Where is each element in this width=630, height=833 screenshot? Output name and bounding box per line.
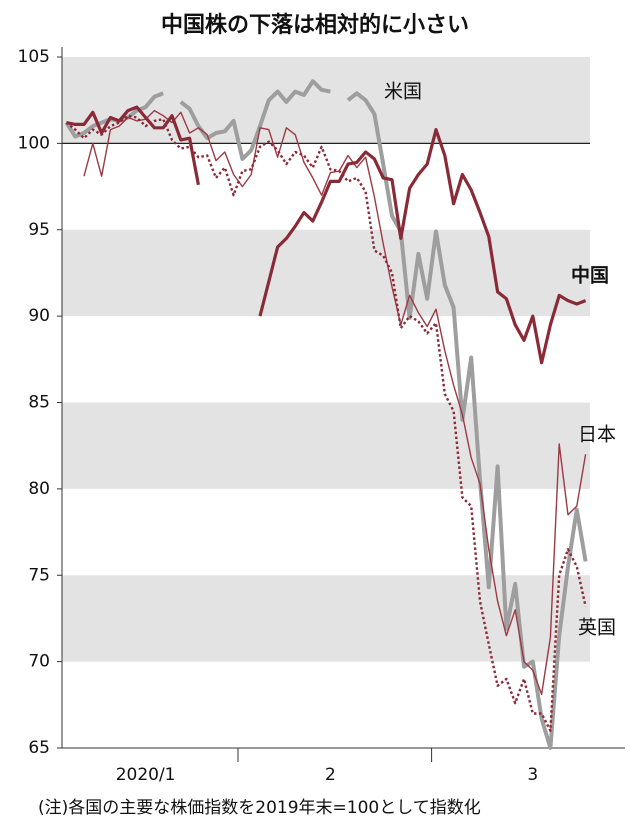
chart-title: 中国株の下落は相対的に小さい (161, 12, 469, 38)
y-tick-label: 90 (28, 306, 50, 326)
y-tick-label: 100 (18, 133, 50, 153)
y-tick-label: 70 (28, 652, 50, 672)
band (62, 575, 590, 662)
note: (注)各国の主要な株価指数を2019年末=100として指数化 (38, 798, 481, 818)
y-tick-label: 80 (28, 479, 50, 499)
y-tick-label: 95 (28, 220, 50, 240)
band (62, 229, 590, 317)
y-tick-label: 75 (28, 565, 50, 585)
series-label: 日本 (578, 424, 616, 446)
series-line (66, 105, 587, 365)
series-label: 米国 (384, 81, 422, 103)
x-tick-label: 3 (527, 765, 538, 785)
series-line (65, 114, 587, 732)
band (62, 57, 590, 144)
y-tick-label: 105 (18, 47, 50, 67)
band (62, 402, 590, 489)
y-tick-label: 85 (28, 393, 50, 413)
series-label: 中国 (571, 264, 609, 287)
x-tick-label: 2020/1 (116, 765, 176, 785)
y-tick-label: 65 (28, 738, 50, 758)
series-label: 英国 (578, 617, 616, 639)
x-tick-label: 2 (325, 765, 336, 785)
